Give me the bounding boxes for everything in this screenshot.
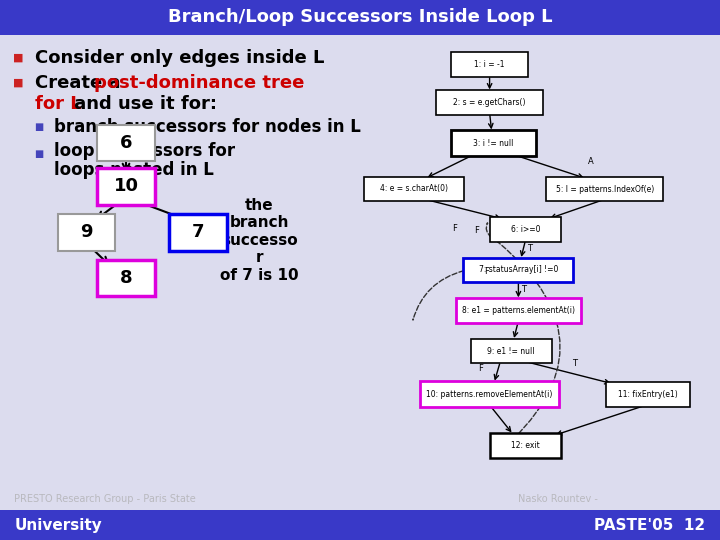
Text: 12: exit: 12: exit — [511, 441, 540, 450]
Text: ■: ■ — [13, 78, 24, 87]
Text: 5: l = patterns.IndexOf(e): 5: l = patterns.IndexOf(e) — [556, 185, 654, 193]
Text: 10: 10 — [114, 177, 138, 195]
FancyArrowPatch shape — [413, 271, 464, 320]
Text: 10: patterns.removeElementAt(i): 10: patterns.removeElementAt(i) — [426, 390, 553, 399]
Text: Consider only edges inside L: Consider only edges inside L — [35, 49, 324, 67]
Text: 9: e1 != null: 9: e1 != null — [487, 347, 535, 355]
Text: T: T — [521, 285, 526, 294]
FancyBboxPatch shape — [97, 168, 155, 205]
Text: for L: for L — [35, 94, 81, 113]
Text: loops nested in L: loops nested in L — [54, 161, 214, 179]
Text: F: F — [474, 226, 479, 235]
FancyBboxPatch shape — [490, 217, 561, 242]
Text: Nasko Rountev -: Nasko Rountev - — [518, 495, 598, 504]
FancyBboxPatch shape — [490, 433, 561, 458]
Text: ■: ■ — [35, 149, 44, 159]
Text: F: F — [479, 364, 483, 373]
Text: T: T — [572, 360, 577, 368]
FancyBboxPatch shape — [97, 260, 155, 296]
Text: T: T — [527, 244, 531, 253]
FancyArrowPatch shape — [486, 223, 492, 238]
Text: 6: 6 — [120, 134, 132, 152]
Text: PRESTO Research Group - Paris State: PRESTO Research Group - Paris State — [14, 495, 196, 504]
Text: loop successors for: loop successors for — [54, 142, 235, 160]
FancyBboxPatch shape — [606, 382, 690, 407]
FancyBboxPatch shape — [0, 0, 720, 35]
Text: 7: statusArray[i] !=0: 7: statusArray[i] !=0 — [479, 266, 558, 274]
FancyBboxPatch shape — [451, 130, 536, 156]
Text: PASTE'05  12: PASTE'05 12 — [595, 518, 706, 533]
FancyBboxPatch shape — [456, 298, 580, 323]
Text: 6: i>=0: 6: i>=0 — [511, 225, 540, 234]
FancyBboxPatch shape — [471, 339, 552, 363]
Text: 8: 8 — [120, 269, 132, 287]
FancyBboxPatch shape — [0, 510, 720, 540]
Text: 8: e1 = patterns.elementAt(i): 8: e1 = patterns.elementAt(i) — [462, 306, 575, 315]
Text: and use it for:: and use it for: — [68, 94, 217, 113]
FancyArrowPatch shape — [498, 242, 560, 454]
Text: 1: i = -1: 1: i = -1 — [474, 60, 505, 69]
Text: University: University — [14, 518, 102, 533]
Text: 9: 9 — [80, 223, 93, 241]
FancyBboxPatch shape — [58, 214, 115, 251]
FancyBboxPatch shape — [464, 258, 574, 282]
Text: post-dominance tree: post-dominance tree — [94, 73, 304, 92]
FancyBboxPatch shape — [420, 381, 559, 407]
Text: F: F — [452, 224, 457, 233]
FancyBboxPatch shape — [451, 52, 528, 77]
Text: Branch/Loop Successors Inside Loop L: Branch/Loop Successors Inside Loop L — [168, 8, 552, 26]
FancyBboxPatch shape — [169, 214, 227, 251]
Text: Create a: Create a — [35, 73, 126, 92]
Text: 2: s = e.getChars(): 2: s = e.getChars() — [454, 98, 526, 107]
Text: the
branch
successo
r
of 7 is 10: the branch successo r of 7 is 10 — [220, 198, 299, 282]
Text: A: A — [588, 158, 593, 166]
Text: branch successors for nodes in L: branch successors for nodes in L — [54, 118, 361, 136]
Text: ■: ■ — [13, 53, 24, 63]
FancyBboxPatch shape — [546, 177, 664, 201]
Text: 4: e = s.charAt(0): 4: e = s.charAt(0) — [380, 185, 448, 193]
FancyBboxPatch shape — [436, 90, 543, 115]
Text: ■: ■ — [35, 122, 44, 132]
Text: 3: i != null: 3: i != null — [473, 139, 513, 147]
Text: F: F — [484, 267, 489, 276]
FancyBboxPatch shape — [364, 177, 464, 201]
FancyBboxPatch shape — [97, 125, 155, 161]
Text: 7: 7 — [192, 223, 204, 241]
Text: 11: fixEntry(e1): 11: fixEntry(e1) — [618, 390, 678, 399]
